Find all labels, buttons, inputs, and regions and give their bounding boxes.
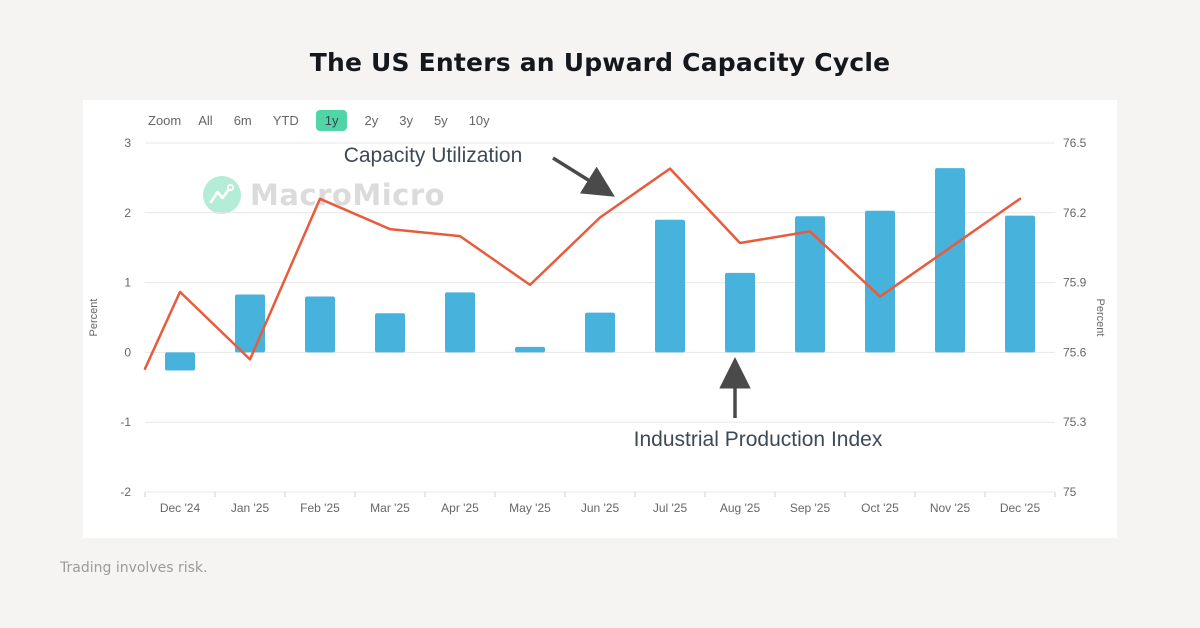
- range-button-2y[interactable]: 2y: [364, 113, 379, 128]
- bar-Nov '25[interactable]: [935, 168, 965, 353]
- x-axis-label: May '25: [509, 501, 551, 515]
- page-title: The US Enters an Upward Capacity Cycle: [309, 48, 891, 77]
- capacity-utilization-annotation: Capacity Utilization: [343, 144, 523, 167]
- left-axis-tick-label: 0: [124, 345, 131, 359]
- right-axis-tick-label: 75.9: [1063, 276, 1087, 290]
- bar-Oct '25[interactable]: [865, 210, 895, 353]
- zoom-toolbar: Zoom All 6m YTD 1y 2y 3y 5y 10y: [148, 110, 494, 131]
- range-button-1y[interactable]: 1y: [315, 110, 348, 131]
- chart-card: Zoom All 6m YTD 1y 2y 3y 5y 10y MacroMicro 3 2 1 0…: [83, 100, 1117, 538]
- right-axis-tick-label: 76.5: [1063, 136, 1087, 150]
- x-axis-label: Jun '25: [581, 501, 620, 515]
- bar-Jul '25[interactable]: [655, 219, 685, 353]
- right-axis-title: Percent: [1094, 299, 1106, 337]
- bar-May '25[interactable]: [515, 346, 545, 353]
- range-buttons: All 6m YTD 1y 2y 3y 5y 10y: [194, 110, 493, 131]
- x-axis-label: Jul '25: [653, 501, 688, 515]
- industrial-production-annotation: Industrial Production Index: [633, 428, 883, 451]
- bar-Jun '25[interactable]: [585, 312, 615, 353]
- capacity-utilization-line[interactable]: [143, 167, 1022, 370]
- range-button-all[interactable]: All: [198, 113, 213, 128]
- watermark: MacroMicro: [203, 176, 445, 214]
- x-axis-label: Jan '25: [231, 501, 270, 515]
- watermark-brand-text: MacroMicro: [250, 178, 446, 212]
- left-axis-tick-label: 3: [124, 136, 131, 150]
- bar-Dec '25[interactable]: [1005, 215, 1035, 353]
- right-axis-tick-label: 75: [1063, 485, 1077, 499]
- bar-Apr '25[interactable]: [445, 292, 475, 353]
- range-button-ytd[interactable]: YTD: [272, 113, 299, 128]
- left-axis-tick-label: 1: [124, 276, 131, 290]
- range-button-3y[interactable]: 3y: [399, 113, 413, 128]
- x-axis-label: Aug '25: [720, 501, 761, 515]
- right-axis-tick-label: 75.3: [1063, 415, 1087, 429]
- bar-Aug '25[interactable]: [725, 272, 755, 353]
- chart-canvas: 3 2 1 0 -1 -2 76.5 76.2 75.9 75.6 75.3 75 Dec '24 Jan…: [88, 136, 1106, 515]
- right-axis-tick-label: 75.6: [1063, 345, 1087, 359]
- bar-Feb '25[interactable]: [305, 296, 335, 353]
- x-axis-label: Mar '25: [370, 501, 410, 515]
- x-axis-label: Dec '24: [160, 501, 201, 515]
- range-button-6m[interactable]: 6m: [233, 113, 252, 128]
- left-axis-title: Percent: [88, 299, 100, 337]
- right-axis-tick-label: 76.2: [1063, 206, 1087, 220]
- macromicro-logo-icon: [203, 176, 241, 214]
- x-axis-label: Sep '25: [790, 501, 831, 515]
- range-button-10y[interactable]: 10y: [468, 113, 490, 128]
- bar-Sep '25[interactable]: [795, 216, 825, 353]
- bar-Jan '25[interactable]: [235, 294, 265, 353]
- left-axis-tick-label: -1: [120, 415, 131, 429]
- x-axis-label: Oct '25: [861, 501, 899, 515]
- bar-Mar '25[interactable]: [375, 313, 405, 353]
- bar-Dec '24[interactable]: [165, 352, 195, 371]
- footer-disclaimer: Trading involves risk.: [60, 560, 208, 576]
- x-axis-label: Nov '25: [930, 501, 971, 515]
- zoom-toolbar-label: Zoom: [148, 113, 182, 128]
- capacity-utilization-arrow: [552, 156, 615, 197]
- x-axis-label: Feb '25: [300, 501, 340, 515]
- left-axis-tick-label: 2: [124, 206, 131, 220]
- x-axis-label: Apr '25: [441, 501, 479, 515]
- range-button-5y[interactable]: 5y: [433, 113, 448, 128]
- left-axis-tick-label: -2: [120, 485, 131, 499]
- x-axis-label: Dec '25: [1000, 501, 1041, 515]
